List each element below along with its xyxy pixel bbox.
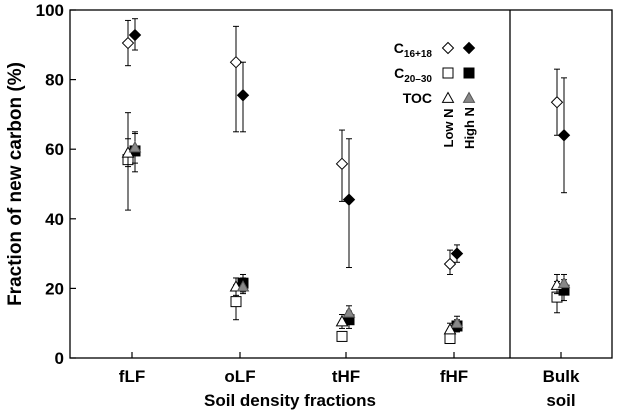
data-point xyxy=(444,333,456,345)
data-point xyxy=(121,36,135,50)
y-tick-label: 60 xyxy=(45,140,64,159)
data-point xyxy=(335,157,349,171)
y-tick-label: 20 xyxy=(45,279,64,298)
plot-frame xyxy=(69,9,613,359)
series-layer xyxy=(121,18,571,345)
data-point xyxy=(557,129,571,142)
y-tick-label: 0 xyxy=(55,349,64,368)
x-tick-label: fLF xyxy=(119,367,145,386)
data-point xyxy=(128,140,142,153)
series-diamond-high-n xyxy=(128,18,571,269)
data-point xyxy=(336,330,348,342)
legend-label-subscript: 20–30 xyxy=(404,74,432,85)
data-point xyxy=(229,55,243,69)
data-point xyxy=(550,96,564,109)
series-triangle-high-n xyxy=(128,131,571,329)
x-tick-label: oLF xyxy=(224,367,255,386)
series-diamond-low-n xyxy=(121,19,564,275)
legend-label-subscript: 16+18 xyxy=(404,49,433,60)
legend-marker-low-n xyxy=(441,91,455,103)
x-tick-label: tHF xyxy=(332,367,360,386)
data-point xyxy=(443,257,457,271)
x-tick-label-line2: soil xyxy=(546,391,575,410)
data-point xyxy=(342,306,356,318)
data-point xyxy=(450,247,464,260)
legend: C16+18 C20–30 TOC Low N High N xyxy=(394,40,477,149)
legend-column-header: High N xyxy=(462,107,477,149)
x-axis-title: Soil density fractions xyxy=(204,391,376,410)
y-axis-title: Fraction of new carbon (%) xyxy=(5,62,26,306)
legend-marker-high-n xyxy=(463,67,475,79)
axes-layer: 0 20 40 60 80 100 fLF oLF tHF fHF Bulk soil xyxy=(36,1,613,410)
x-tick-label: fHF xyxy=(440,367,468,386)
legend-marker-high-n xyxy=(462,41,476,55)
data-point xyxy=(443,322,457,335)
legend-label: C20–30 xyxy=(394,65,432,85)
data-point xyxy=(230,296,242,308)
data-point xyxy=(335,314,349,327)
data-point xyxy=(236,280,250,292)
data-point xyxy=(557,276,571,289)
y-tick-label: 80 xyxy=(45,71,64,90)
legend-marker-low-n xyxy=(442,67,454,79)
legend-column-header: Low N xyxy=(441,109,456,148)
x-tick-label: Bulk xyxy=(543,367,580,386)
y-tick-label: 100 xyxy=(36,1,64,20)
data-point xyxy=(128,28,142,42)
y-tick-label: 40 xyxy=(45,210,64,229)
legend-label: TOC xyxy=(403,90,432,106)
legend-marker-high-n xyxy=(462,91,476,103)
legend-label: C16+18 xyxy=(394,40,433,60)
legend-marker-low-n xyxy=(441,41,455,55)
data-point xyxy=(236,89,250,102)
data-point xyxy=(450,316,464,329)
data-point xyxy=(342,193,356,206)
